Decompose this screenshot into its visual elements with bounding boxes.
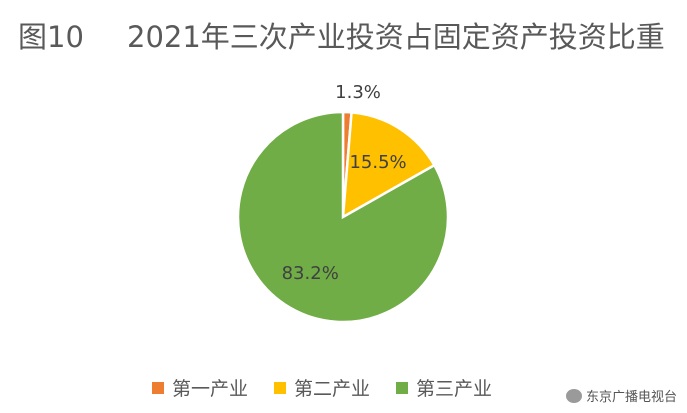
- legend-item-primary: 第一产业: [152, 374, 248, 401]
- slice-tertiary: [236, 110, 450, 324]
- watermark-text: 东京广播电视台: [585, 390, 677, 405]
- slice-label-primary: 1.3%: [335, 82, 381, 103]
- title-text: 2021年三次产业投资占固定资产投资比重: [127, 20, 665, 54]
- watermark: 东京广播电视台: [565, 386, 677, 405]
- slice-secondary: [341, 111, 437, 220]
- legend-item-secondary: 第二产业: [274, 374, 370, 401]
- slice-label-tertiary: 83.2%: [282, 263, 339, 284]
- legend-swatch-primary: [152, 381, 164, 394]
- legend-swatch-tertiary: [396, 381, 409, 394]
- legend-item-tertiary: 第三产业: [396, 374, 492, 401]
- legend-label-primary: 第一产业: [172, 378, 249, 400]
- figure-number: 图10: [18, 20, 84, 54]
- legend-label-secondary: 第二产业: [294, 378, 371, 400]
- wechat-icon: [565, 388, 582, 403]
- legend-label-tertiary: 第三产业: [416, 378, 493, 400]
- legend-swatch-secondary: [274, 381, 287, 394]
- legend: 第一产业 第二产业 第三产业: [152, 374, 492, 401]
- slice-label-secondary: 15.5%: [349, 152, 406, 173]
